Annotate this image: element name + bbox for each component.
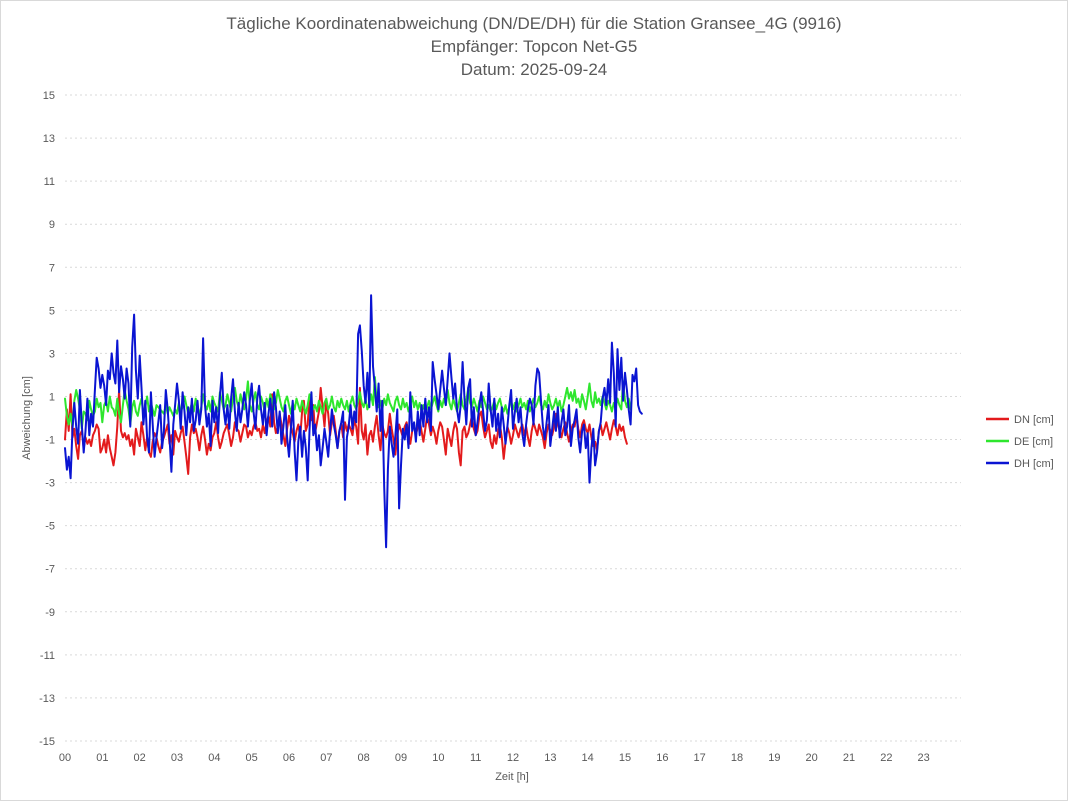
series-lines	[64, 294, 643, 549]
x-tick-label: 05	[246, 752, 258, 764]
y-tick-label: -1	[45, 435, 55, 447]
x-tick-label: 01	[96, 752, 108, 764]
y-tick-label: 15	[43, 90, 55, 102]
title-line-3: Datum: 2025-09-24	[461, 60, 607, 79]
x-tick-label: 17	[694, 752, 706, 764]
y-tick-label: -13	[39, 693, 55, 705]
x-tick-label: 19	[768, 752, 780, 764]
x-tick-label: 16	[656, 752, 668, 764]
x-tick-label: 06	[283, 752, 295, 764]
x-tick-label: 12	[507, 752, 519, 764]
x-tick-label: 02	[134, 752, 146, 764]
y-tick-label: -5	[45, 521, 55, 533]
x-tick-label: 03	[171, 752, 183, 764]
y-tick-label: -7	[45, 564, 55, 576]
x-axis-ticks: 00 01 02 03 04 05 06 07 08 09 10 11 12 13 14 15 16 17 18 19…	[59, 752, 930, 764]
x-tick-label: 09	[395, 752, 407, 764]
x-tick-label: 07	[320, 752, 332, 764]
x-tick-label: 18	[731, 752, 743, 764]
y-tick-label: 7	[49, 262, 55, 274]
x-tick-label: 15	[619, 752, 631, 764]
x-tick-label: 11	[470, 752, 481, 764]
x-tick-label: 22	[880, 752, 892, 764]
x-tick-label: 04	[208, 752, 220, 764]
legend-label-dh: DH [cm]	[1014, 458, 1054, 470]
y-tick-label: -15	[39, 736, 55, 748]
y-tick-label: -9	[45, 607, 55, 619]
x-tick-label: 23	[918, 752, 930, 764]
title-line-1: Tägliche Koordinatenabweichung (DN/DE/DH…	[226, 14, 841, 33]
y-tick-label: 13	[43, 133, 55, 145]
x-tick-label: 00	[59, 752, 71, 764]
x-tick-label: 20	[806, 752, 818, 764]
x-axis-label: Zeit [h]	[495, 771, 529, 783]
x-tick-label: 13	[544, 752, 556, 764]
y-tick-label: 11	[44, 176, 55, 188]
x-tick-label: 21	[843, 752, 855, 764]
y-tick-label: 1	[49, 391, 55, 403]
y-axis-ticks: 15 13 11 9 7 5 3 1 -1 -3 -5 -7 -9 -11 -13 -15	[39, 90, 55, 748]
legend: DN [cm] DE [cm] DH [cm]	[986, 414, 1054, 470]
x-tick-label: 10	[432, 752, 444, 764]
y-tick-label: -3	[45, 478, 55, 490]
y-axis-label: Abweichung [cm]	[21, 376, 33, 460]
x-tick-label: 08	[358, 752, 370, 764]
series-line-dh	[64, 294, 643, 549]
title-line-2: Empfänger: Topcon Net-G5	[431, 37, 638, 56]
y-tick-label: 3	[49, 348, 55, 360]
x-tick-label: 14	[582, 752, 594, 764]
y-tick-label: -11	[40, 650, 55, 662]
y-tick-label: 9	[49, 219, 55, 231]
legend-label-dn: DN [cm]	[1014, 414, 1054, 426]
chart-title: Tägliche Koordinatenabweichung (DN/DE/DH…	[226, 14, 841, 79]
gridlines	[65, 94, 961, 742]
legend-label-de: DE [cm]	[1014, 436, 1053, 448]
y-tick-label: 5	[49, 305, 55, 317]
